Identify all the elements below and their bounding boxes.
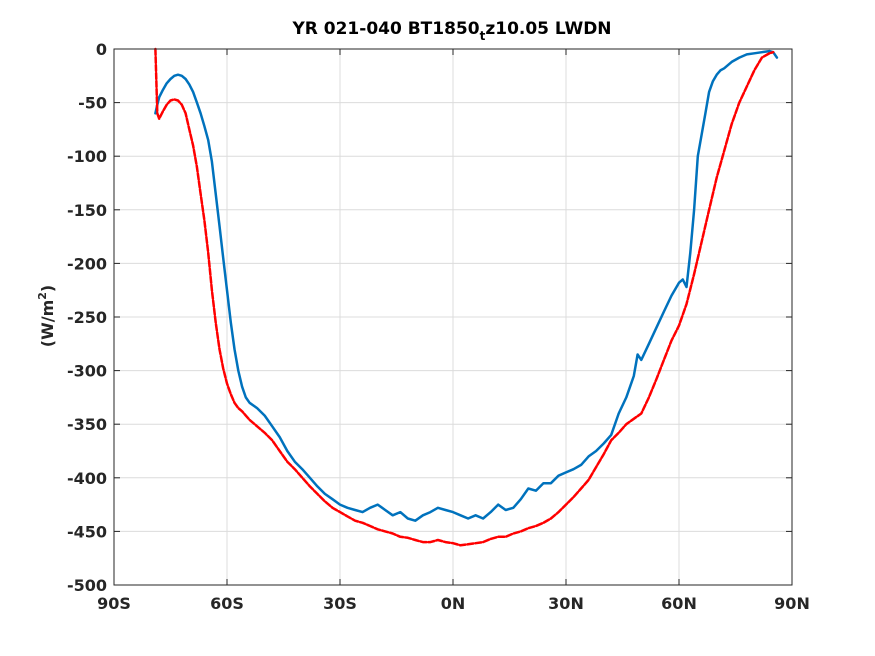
- y-tick-label: -400: [67, 469, 107, 488]
- y-tick-label: 0: [96, 40, 107, 59]
- x-tick-labels: 90S 60S 30S 0N 30N 60N 90N: [97, 594, 810, 613]
- y-tick-label: -250: [67, 308, 107, 327]
- x-tick-label: 30N: [548, 594, 584, 613]
- series-group: [154, 47, 779, 547]
- y-tick-label: -300: [67, 362, 107, 381]
- x-tick-label: 0N: [441, 594, 466, 613]
- series-line-1: [154, 49, 779, 522]
- y-tick-label: -200: [67, 254, 107, 273]
- y-tick-label: -350: [67, 415, 107, 434]
- y-tick-label: -450: [67, 522, 107, 541]
- x-tick-label: 90N: [774, 594, 810, 613]
- x-tick-label: 60N: [661, 594, 697, 613]
- x-tick-label: 30S: [323, 594, 357, 613]
- y-tick-label: -100: [67, 147, 107, 166]
- y-tick-label: -50: [78, 94, 107, 113]
- y-tick-label: -150: [67, 201, 107, 220]
- y-tick-labels: -500-450-400-350-300-250-200-150-100-500: [67, 40, 107, 595]
- y-tick-label: -500: [67, 576, 107, 595]
- x-tick-label: 90S: [97, 594, 131, 613]
- series-line-2: [154, 47, 775, 547]
- chart-title: YR 021-040 BT1850tz10.05 LWDN: [291, 19, 611, 43]
- y-axis-label: (W/m2): [36, 285, 57, 347]
- x-tick-label: 60S: [210, 594, 244, 613]
- axis-ticks: [113, 48, 793, 586]
